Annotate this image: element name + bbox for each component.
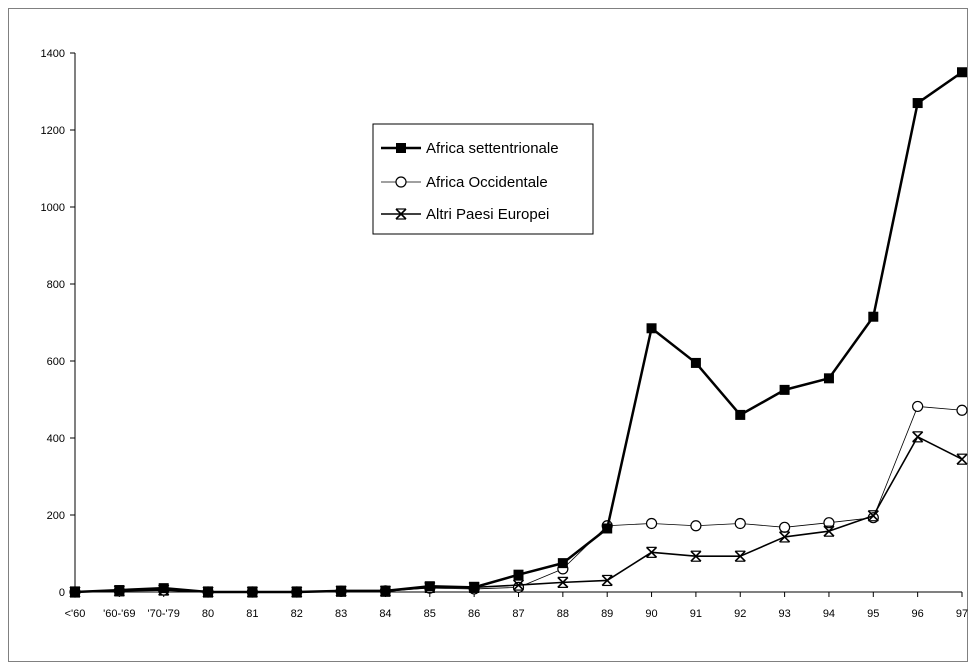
x-tick-label: 81 — [246, 608, 258, 620]
series-line — [74, 406, 963, 593]
x-tick-label: 95 — [867, 608, 879, 620]
legend: Africa settentrionale Africa Occidentale A… — [372, 123, 594, 235]
x-axis: <'60 '60-'69 '70-'79 80 81 82 83 84 85 86 87 88 89 90… — [65, 591, 968, 620]
data-point — [956, 404, 968, 416]
data-point — [601, 574, 613, 587]
data-point — [956, 453, 968, 465]
data-point — [469, 582, 480, 593]
data-point — [557, 558, 568, 569]
y-tick-label: 800 — [47, 279, 65, 291]
legend-marker — [396, 143, 406, 153]
data-point — [779, 531, 791, 543]
x-tick-label: '70-'79 — [148, 608, 180, 620]
y-axis: 0 200 400 600 800 1000 1200 1400 — [41, 48, 76, 599]
data-point — [158, 583, 169, 594]
data-point — [424, 581, 435, 592]
data-point — [690, 357, 701, 368]
y-tick-label: 200 — [47, 510, 65, 522]
data-point — [823, 525, 835, 537]
series-line — [74, 436, 963, 593]
data-point — [645, 517, 658, 530]
x-tick-label: 93 — [778, 608, 790, 620]
y-tick-label: 600 — [47, 356, 65, 368]
data-point — [912, 431, 924, 443]
data-point — [512, 581, 525, 593]
data-point — [823, 517, 835, 529]
x-tick-label: 90 — [645, 608, 657, 620]
series-0 — [70, 67, 967, 597]
legend-box — [372, 123, 594, 235]
x-tick-label: 82 — [291, 608, 303, 620]
x-tick-label: 83 — [335, 608, 347, 620]
data-point — [70, 587, 80, 597]
x-tick-label: 94 — [823, 608, 835, 620]
legend-label: Altri Paesi Europei — [426, 206, 549, 223]
data-point — [380, 585, 391, 596]
data-point — [602, 523, 613, 534]
data-point — [779, 384, 790, 395]
data-point — [645, 546, 658, 558]
chart-frame — [8, 8, 968, 662]
data-point — [646, 323, 657, 334]
data-point — [247, 587, 258, 597]
x-tick-label: 97 — [956, 608, 968, 620]
data-point — [823, 373, 834, 384]
x-tick-label: 96 — [912, 608, 924, 620]
x-tick-label: 87 — [512, 608, 524, 620]
data-point — [957, 67, 967, 78]
legend-marker — [395, 176, 407, 188]
data-point — [735, 409, 746, 420]
x-tick-label: <'60 — [65, 608, 86, 620]
x-tick-label: 80 — [202, 608, 214, 620]
data-point — [291, 587, 302, 597]
data-point — [336, 585, 347, 596]
data-point — [867, 510, 879, 522]
legend-label: Africa settentrionale — [426, 140, 559, 157]
legend-marker — [395, 208, 407, 220]
data-point — [690, 550, 702, 562]
x-tick-label: 86 — [468, 608, 480, 620]
data-point — [778, 521, 791, 533]
y-tick-label: 1000 — [41, 202, 65, 214]
data-point — [557, 576, 569, 588]
x-tick-label: 89 — [601, 608, 613, 620]
x-tick-label: 85 — [424, 608, 436, 620]
data-point — [690, 520, 702, 532]
y-tick-label: 1200 — [41, 125, 65, 137]
data-point — [512, 579, 525, 591]
data-point — [868, 311, 879, 322]
data-point — [203, 587, 214, 597]
x-tick-label: 92 — [734, 608, 746, 620]
legend-label: Africa Occidentale — [426, 174, 548, 191]
data-point — [912, 400, 924, 413]
y-tick-label: 0 — [59, 587, 65, 599]
x-tick-label: 84 — [379, 608, 391, 620]
legend-entry: Altri Paesi Europei — [381, 206, 549, 223]
legend-entry: Africa Occidentale — [381, 174, 548, 191]
data-point — [734, 517, 746, 530]
x-tick-label: 88 — [557, 608, 569, 620]
data-point — [912, 98, 923, 109]
series-layer — [69, 67, 968, 598]
data-point — [114, 585, 125, 596]
series-1 — [69, 400, 968, 598]
legend-entry: Africa settentrionale — [381, 140, 559, 157]
y-tick-label: 1400 — [41, 48, 65, 60]
data-point — [734, 550, 746, 562]
x-tick-label: 91 — [690, 608, 702, 620]
y-tick-label: 400 — [47, 433, 65, 445]
data-point — [513, 569, 524, 580]
x-tick-label: '60-'69 — [103, 608, 135, 620]
